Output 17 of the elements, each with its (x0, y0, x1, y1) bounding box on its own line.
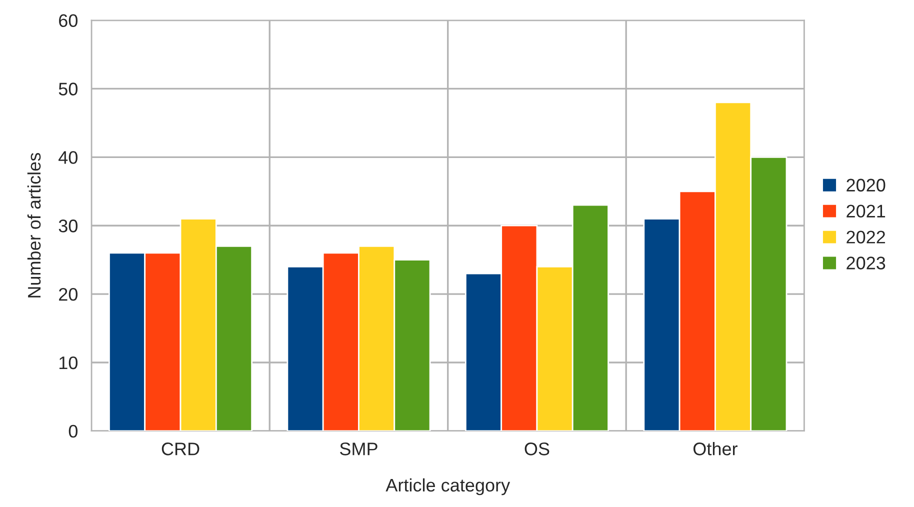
x-tick-label: SMP (340, 442, 378, 456)
x-axis-title: Article category (386, 478, 510, 496)
x-tick-label: OS (524, 442, 550, 456)
y-tick-label: 20 (59, 288, 78, 301)
y-tick-label: 60 (59, 14, 78, 27)
y-axis-title: Number of articles (27, 153, 41, 298)
y-tick-label: 30 (58, 220, 78, 232)
y-tick-label: 10 (60, 356, 78, 370)
x-tick-label: Other (693, 442, 738, 456)
x-tick-label: CRD (162, 442, 200, 456)
y-tick-label: 40 (58, 151, 78, 164)
legend-label: 2021 (846, 204, 886, 218)
legend-label: 2020 (846, 178, 886, 192)
y-tick-label: 0 (68, 424, 78, 438)
y-tick-label: 50 (58, 82, 78, 96)
legend-label: 2022 (846, 230, 886, 244)
legend-label: 2023 (846, 256, 886, 270)
